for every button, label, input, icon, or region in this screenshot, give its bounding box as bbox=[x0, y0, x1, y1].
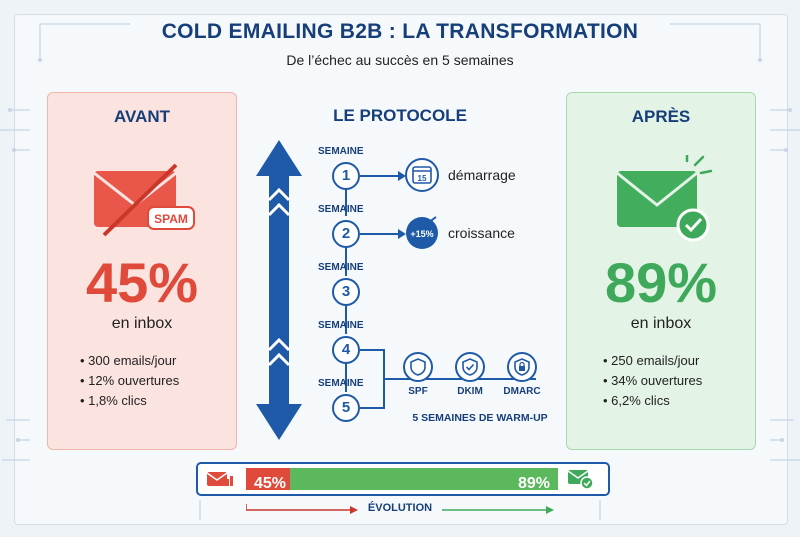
before-rate-label: 45% bbox=[254, 475, 287, 492]
before-heading: AVANT bbox=[113, 107, 171, 126]
week-1-badge: 1 bbox=[332, 162, 360, 190]
warmup-label: 5 SEMAINES DE WARM-UP bbox=[412, 412, 548, 424]
week-label-2: SEMAINE bbox=[318, 204, 364, 215]
after-inbox-rate: 89% bbox=[604, 251, 718, 314]
before-inbox-rate: 45% bbox=[85, 251, 199, 314]
evolution-label: ÉVOLUTION bbox=[367, 502, 433, 514]
week-3-badge: 3 bbox=[332, 278, 360, 306]
growth-icon: +15% bbox=[406, 216, 438, 249]
page-subtitle: De l’échec au succès en 5 semaines bbox=[286, 52, 514, 68]
before-panel: AVANT SPAM 45% en inbox 300 emails/jour … bbox=[47, 92, 237, 450]
evolution-bar: 45% 89% bbox=[196, 462, 610, 496]
dmarc-label: DMARC bbox=[503, 386, 541, 397]
check-envelope-icon bbox=[616, 155, 713, 242]
list-item: 250 emails/jour bbox=[603, 351, 702, 371]
dmarc-lock-icon bbox=[507, 352, 537, 382]
week-label-1: SEMAINE bbox=[318, 146, 364, 157]
spam-mail-icon bbox=[206, 472, 233, 486]
spam-tag: SPAM bbox=[154, 212, 188, 226]
after-rate-label: 89% bbox=[517, 475, 550, 492]
list-item: 34% ouvertures bbox=[603, 371, 702, 391]
week-5-badge: 5 bbox=[332, 394, 360, 422]
week-label-5: SEMAINE bbox=[318, 378, 364, 389]
list-item: 300 emails/jour bbox=[80, 351, 179, 371]
week-2-badge: 2 bbox=[332, 220, 360, 248]
after-inbox-label: en inbox bbox=[630, 315, 692, 332]
before-stats-list: 300 emails/jour 12% ouvertures 1,8% clic… bbox=[80, 351, 179, 411]
spam-envelope-icon: SPAM bbox=[93, 163, 195, 237]
evolution-arrow bbox=[246, 504, 554, 514]
spf-label: SPF bbox=[408, 386, 428, 397]
calendar-day: 15 bbox=[418, 174, 427, 183]
list-item: 1,8% clics bbox=[80, 391, 179, 411]
list-item: 6,2% clics bbox=[603, 391, 702, 411]
after-stats-list: 250 emails/jour 34% ouvertures 6,2% clic… bbox=[603, 351, 702, 411]
list-item: 12% ouvertures bbox=[80, 371, 179, 391]
page-title: COLD EMAILING B2B : LA TRANSFORMATION bbox=[161, 20, 639, 43]
before-rate-bar: 45% bbox=[246, 468, 290, 492]
double-arrow-icon bbox=[256, 140, 302, 440]
after-panel: APRÈS 89% en inbox 250 emails/jour 34% o… bbox=[566, 92, 756, 450]
week-label-4: SEMAINE bbox=[318, 320, 364, 331]
calendar-icon: 15 bbox=[405, 158, 439, 192]
dkim-shield-check-icon bbox=[455, 352, 485, 382]
week-label-3: SEMAINE bbox=[318, 262, 364, 273]
protocol-heading: LE PROTOCOLE bbox=[333, 106, 467, 125]
after-heading: APRÈS bbox=[631, 107, 691, 126]
week-1-text: démarrage bbox=[448, 167, 516, 183]
week-2-text: croissance bbox=[448, 225, 515, 241]
before-inbox-label: en inbox bbox=[111, 315, 173, 332]
growth-badge: +15% bbox=[410, 229, 433, 239]
week-4-badge: 4 bbox=[332, 336, 360, 364]
spf-shield-icon bbox=[403, 352, 433, 382]
inbox-check-icon bbox=[567, 470, 594, 490]
after-rate-bar: 89% bbox=[290, 468, 558, 492]
dkim-label: DKIM bbox=[457, 386, 483, 397]
